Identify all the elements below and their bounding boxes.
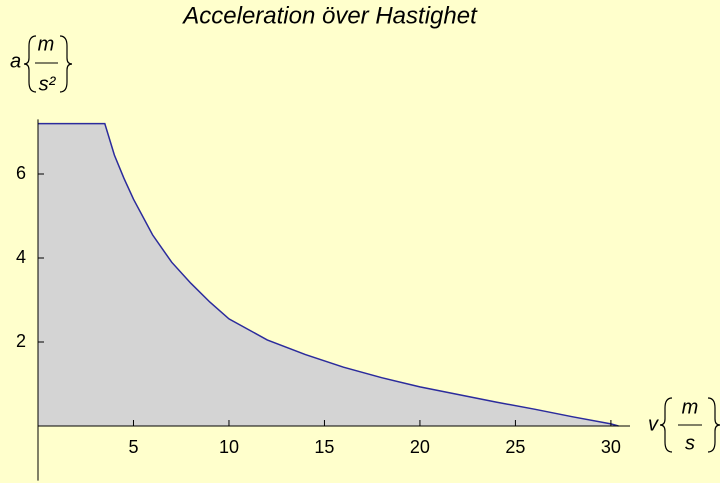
line <box>38 122 619 427</box>
y-tick-label: 4 <box>16 247 26 267</box>
x-tick-label: 25 <box>505 437 525 457</box>
x-tick-label: 20 <box>410 437 430 457</box>
brace <box>23 35 37 93</box>
y-tick-label: 2 <box>16 331 26 351</box>
x-tick-label: 15 <box>314 437 334 457</box>
x-unit-den: s <box>685 432 695 454</box>
area <box>38 123 619 426</box>
x-label: v <box>648 413 659 435</box>
x-unit-num: m <box>682 396 699 418</box>
y-unit-num: m <box>38 33 55 55</box>
brace <box>659 397 673 453</box>
x-tick-label: 10 <box>219 437 239 457</box>
y-label: a <box>10 50 21 72</box>
x-tick-label: 30 <box>601 437 621 457</box>
y-unit-den: s² <box>39 73 57 95</box>
x-tick-label: 5 <box>128 437 138 457</box>
brace <box>707 397 720 453</box>
brace <box>59 35 73 93</box>
y-tick-label: 6 <box>16 163 26 183</box>
chart-title: Acceleration över Hastighet <box>181 2 478 29</box>
